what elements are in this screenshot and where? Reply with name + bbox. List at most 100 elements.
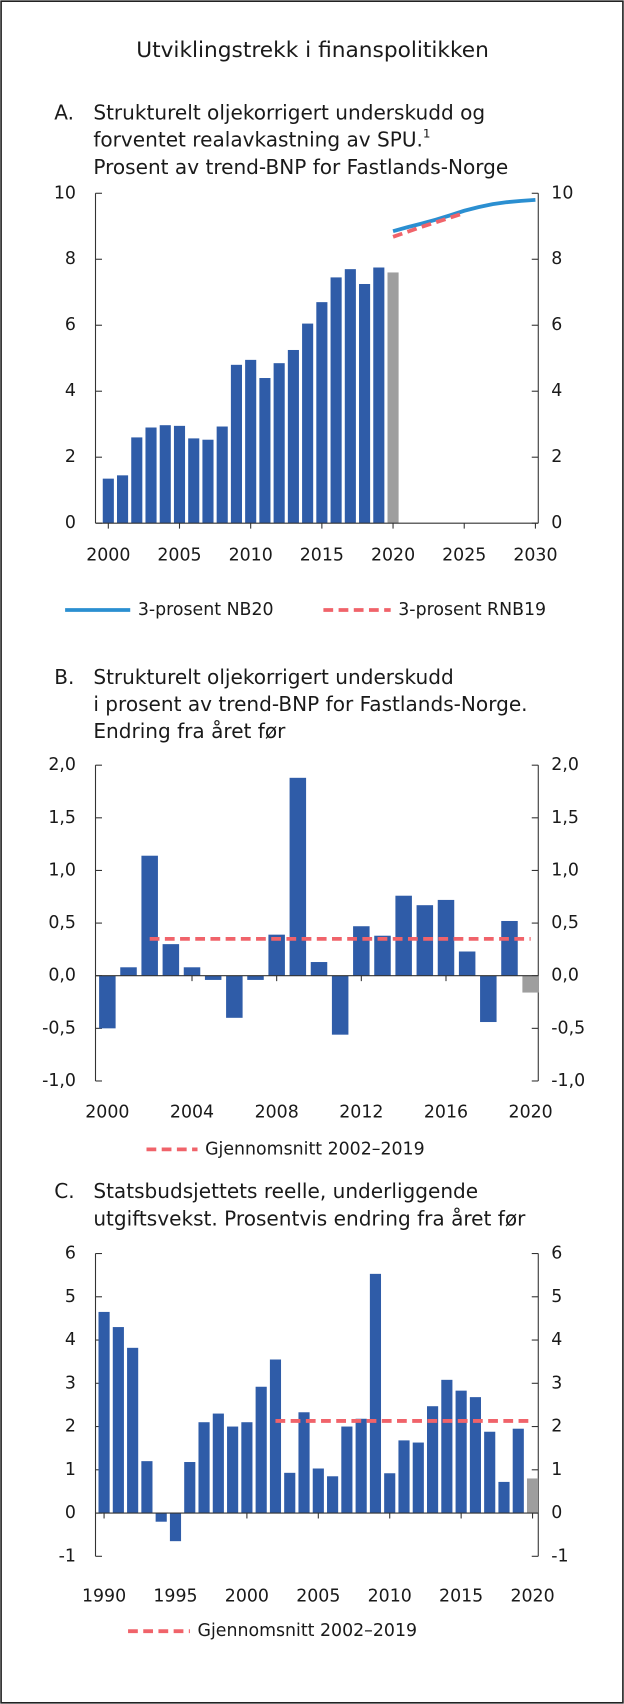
bar — [373, 267, 385, 524]
y-tick-label: 1,5 — [48, 808, 76, 828]
bar — [498, 1481, 510, 1514]
x-tick-label: 2000 — [85, 1102, 129, 1122]
panel-title: i prosent av trend-BNP for Fastlands-Nor… — [93, 692, 527, 716]
y2-tick-label: 3 — [551, 1373, 562, 1393]
bar — [162, 944, 180, 976]
bar — [369, 1273, 382, 1514]
bar — [120, 967, 137, 976]
x-tick-label: 1990 — [82, 1586, 126, 1606]
bar — [327, 1476, 339, 1514]
bar — [227, 1426, 239, 1514]
bar — [127, 1347, 139, 1514]
bar — [374, 935, 391, 976]
y-tick-label: 0 — [65, 1503, 76, 1523]
bar — [173, 425, 186, 524]
bar — [102, 478, 114, 524]
bar — [202, 439, 214, 524]
bar — [204, 975, 222, 980]
y2-tick-label: 0 — [551, 1503, 562, 1523]
y-tick-label: -1 — [59, 1546, 76, 1566]
y-tick-label: 6 — [65, 1244, 76, 1264]
x-tick-label: 2015 — [439, 1586, 483, 1606]
bar — [522, 975, 539, 993]
y2-tick-label: -0,5 — [551, 1018, 585, 1038]
x-tick-label: 2008 — [255, 1102, 299, 1122]
bar — [359, 283, 371, 524]
bar — [230, 364, 242, 524]
bar — [341, 1426, 353, 1514]
y-tick-label: 10 — [54, 183, 76, 203]
bar — [484, 1431, 496, 1514]
bar — [387, 272, 399, 524]
panel-title: Prosent av trend-BNP for Fastlands-Norge — [93, 155, 508, 179]
bar — [255, 1386, 267, 1514]
panel-title: Strukturelt oljekorrigert underskudd og — [93, 101, 485, 125]
bar — [226, 975, 243, 1018]
x-tick-label: 2020 — [371, 546, 415, 566]
panel-title: Strukturelt oljekorrigert underskudd — [93, 665, 453, 689]
x-tick-label: 2000 — [86, 546, 130, 566]
bar — [247, 975, 264, 980]
y2-tick-label: 6 — [551, 315, 562, 335]
y2-tick-label: 10 — [551, 183, 573, 203]
bar — [198, 1422, 210, 1514]
bar — [441, 1379, 453, 1514]
bar — [245, 359, 257, 524]
bar — [98, 1311, 110, 1514]
y2-tick-label: 0,0 — [551, 966, 579, 986]
bar — [184, 1462, 196, 1514]
y-tick-label: 0,0 — [48, 966, 76, 986]
bar — [145, 427, 157, 524]
bar — [302, 323, 314, 524]
bar — [316, 302, 328, 524]
y-tick-label: 4 — [65, 1330, 76, 1350]
bar — [268, 934, 285, 976]
y2-tick-label: 2 — [551, 447, 562, 467]
y2-tick-label: 8 — [551, 249, 562, 269]
panel-label: B. — [54, 665, 74, 689]
y-tick-label: 1 — [65, 1460, 76, 1480]
legend-label: 3-prosent NB20 — [138, 600, 274, 620]
bar — [310, 962, 328, 976]
x-tick-label: 2020 — [510, 1586, 554, 1606]
y-tick-label: 6 — [65, 315, 76, 335]
bar — [412, 1442, 424, 1514]
bar — [427, 1406, 439, 1514]
x-tick-label: 2010 — [229, 546, 273, 566]
panel-label: A. — [54, 101, 74, 125]
bar — [298, 1412, 310, 1514]
legend-label: 3-prosent RNB19 — [398, 600, 546, 620]
y2-tick-label: 2 — [551, 1417, 562, 1437]
x-tick-label: 2004 — [170, 1102, 214, 1122]
y2-tick-label: 5 — [551, 1287, 562, 1307]
bar — [289, 777, 307, 976]
bar — [188, 438, 200, 524]
bar — [331, 975, 349, 1035]
bar — [480, 975, 497, 1023]
legend-label: Gjennomsnitt 2002–2019 — [198, 1621, 418, 1641]
bar — [131, 437, 143, 524]
bar — [355, 1418, 367, 1514]
bar — [312, 1468, 324, 1514]
y2-tick-label: -1 — [551, 1546, 568, 1566]
bar — [183, 967, 201, 976]
bar — [353, 926, 370, 976]
x-tick-label: 2030 — [513, 546, 557, 566]
x-tick-label: 2010 — [368, 1586, 412, 1606]
legend-label: Gjennomsnitt 2002–2019 — [205, 1139, 425, 1159]
y2-tick-label: 4 — [551, 1330, 562, 1350]
y-tick-label: 2,0 — [48, 755, 76, 775]
bar — [526, 1478, 539, 1514]
x-tick-label: 2016 — [424, 1102, 468, 1122]
y2-tick-label: 2,0 — [551, 755, 579, 775]
y-tick-label: 2 — [65, 447, 76, 467]
x-tick-label: 2012 — [339, 1102, 383, 1122]
y-tick-label: 4 — [65, 381, 76, 401]
panel-label: C. — [54, 1179, 74, 1203]
bar — [398, 1440, 410, 1514]
x-tick-label: 2005 — [157, 546, 201, 566]
y2-tick-label: 0 — [551, 513, 562, 533]
panel-title: Statsbudsjettets reelle, underliggende — [93, 1179, 478, 1203]
y-tick-label: 3 — [65, 1373, 76, 1393]
